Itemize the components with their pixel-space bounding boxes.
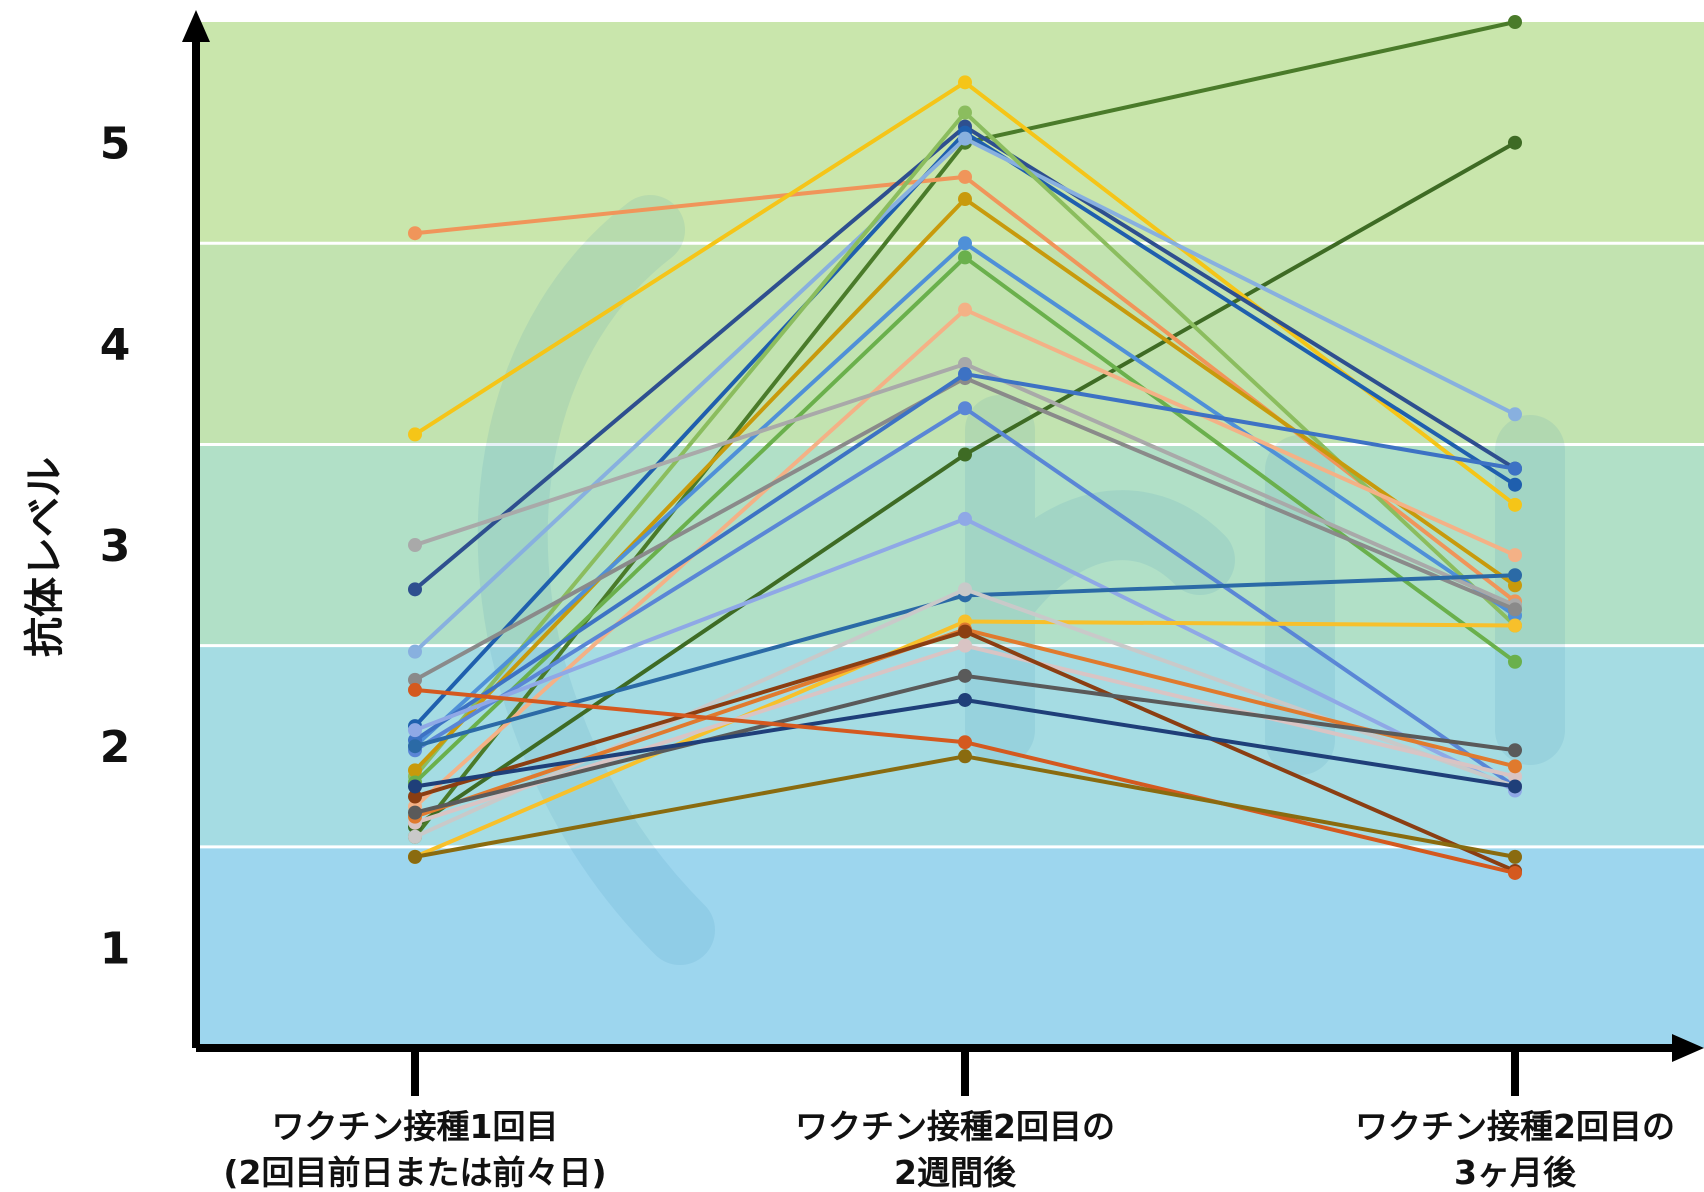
series-24-point-3 <box>1508 743 1522 758</box>
x-tick-label-1-line-2: (2回目前日または前々日) <box>223 1153 606 1192</box>
series-22-point-3 <box>1508 759 1522 774</box>
series-17-point-1 <box>408 723 422 738</box>
series-20-point-2 <box>958 582 972 597</box>
series-21-point-3 <box>1508 769 1522 784</box>
x-tick-labels: ワクチン接種1回目 (2回目前日または前々日) ワクチン接種2回目の 2週間後 ワクチン… <box>223 1107 1675 1192</box>
series-9-point-1 <box>408 763 422 778</box>
series-7-point-2 <box>958 131 972 146</box>
series-21-point-2 <box>958 638 972 653</box>
series-6-point-3 <box>1508 477 1522 492</box>
axes <box>182 10 1704 1096</box>
series-lines <box>408 15 1522 880</box>
series-23-point-1 <box>408 789 422 804</box>
series-8-point-2 <box>958 105 972 120</box>
x-tick-label-1-line-1: ワクチン接種1回目 <box>272 1107 559 1146</box>
series-27-point-1 <box>408 849 422 864</box>
series-11-point-2 <box>958 250 972 265</box>
series-24-point-1 <box>408 805 422 820</box>
series-20-point-1 <box>408 829 422 844</box>
series-1-point-3 <box>1508 15 1522 29</box>
series-25-point-3 <box>1508 779 1522 794</box>
series-4-point-1 <box>408 427 422 442</box>
series-7-point-1 <box>408 644 422 659</box>
series-18-point-3 <box>1508 568 1522 583</box>
series-24-point-2 <box>958 668 972 683</box>
series-25-point-1 <box>408 779 422 794</box>
series-26-point-2 <box>958 735 972 750</box>
series-9-point-3 <box>1508 578 1522 593</box>
series-5-point-1 <box>408 582 422 597</box>
series-4-point-3 <box>1508 497 1522 512</box>
series-15-point-2 <box>958 367 972 382</box>
series-12-point-3 <box>1508 548 1522 563</box>
series-17-point-2 <box>958 511 972 526</box>
series-11-point-3 <box>1508 654 1522 669</box>
y-tick-label-5: 5 <box>100 119 131 170</box>
series-3-point-2 <box>958 169 972 184</box>
series-2-point-2 <box>958 447 972 462</box>
y-tick-label-2: 2 <box>100 722 131 773</box>
series-2-point-3 <box>1508 135 1522 150</box>
series-13-point-1 <box>408 538 422 553</box>
series-16-point-2 <box>958 401 972 416</box>
series-15-point-3 <box>1508 461 1522 476</box>
series-19-point-3 <box>1508 618 1522 633</box>
x-tick-label-3-line-2: 3ヶ月後 <box>1454 1153 1577 1192</box>
series-9-point-2 <box>958 192 972 207</box>
series-14-point-1 <box>408 672 422 687</box>
band-0 <box>196 846 1704 1048</box>
y-tick-label-4: 4 <box>100 320 131 371</box>
series-18-point-1 <box>408 739 422 754</box>
y-tick-label-1: 1 <box>100 923 131 974</box>
series-12-point-2 <box>958 302 972 317</box>
series-26-point-1 <box>408 682 422 697</box>
x-tick-label-3-line-1: ワクチン接種2回目の <box>1355 1107 1675 1146</box>
x-axis-arrow <box>1672 1034 1704 1062</box>
series-27-point-3 <box>1508 849 1522 864</box>
band-2 <box>196 444 1704 646</box>
series-23-point-2 <box>958 624 972 639</box>
series-25-point-2 <box>958 692 972 707</box>
y-axis-arrow <box>182 10 210 42</box>
x-tick-label-2-line-1: ワクチン接種2回目の <box>795 1107 1115 1146</box>
series-14-point-3 <box>1508 602 1522 617</box>
band-3 <box>196 243 1704 445</box>
y-tick-label-3: 3 <box>100 521 131 572</box>
series-10-point-2 <box>958 236 972 251</box>
series-13-point-2 <box>958 357 972 371</box>
series-27-point-2 <box>958 749 972 764</box>
y-tick-labels: 1 2 3 4 5 <box>100 119 131 975</box>
series-26-point-3 <box>1508 865 1522 880</box>
series-4-point-2 <box>958 75 972 90</box>
y-axis-label: 抗体レベル <box>22 457 68 657</box>
background-bands <box>196 22 1704 1048</box>
series-3-point-1 <box>408 226 422 241</box>
series-7-point-3 <box>1508 407 1522 422</box>
x-tick-label-2-line-2: 2週間後 <box>894 1153 1017 1192</box>
